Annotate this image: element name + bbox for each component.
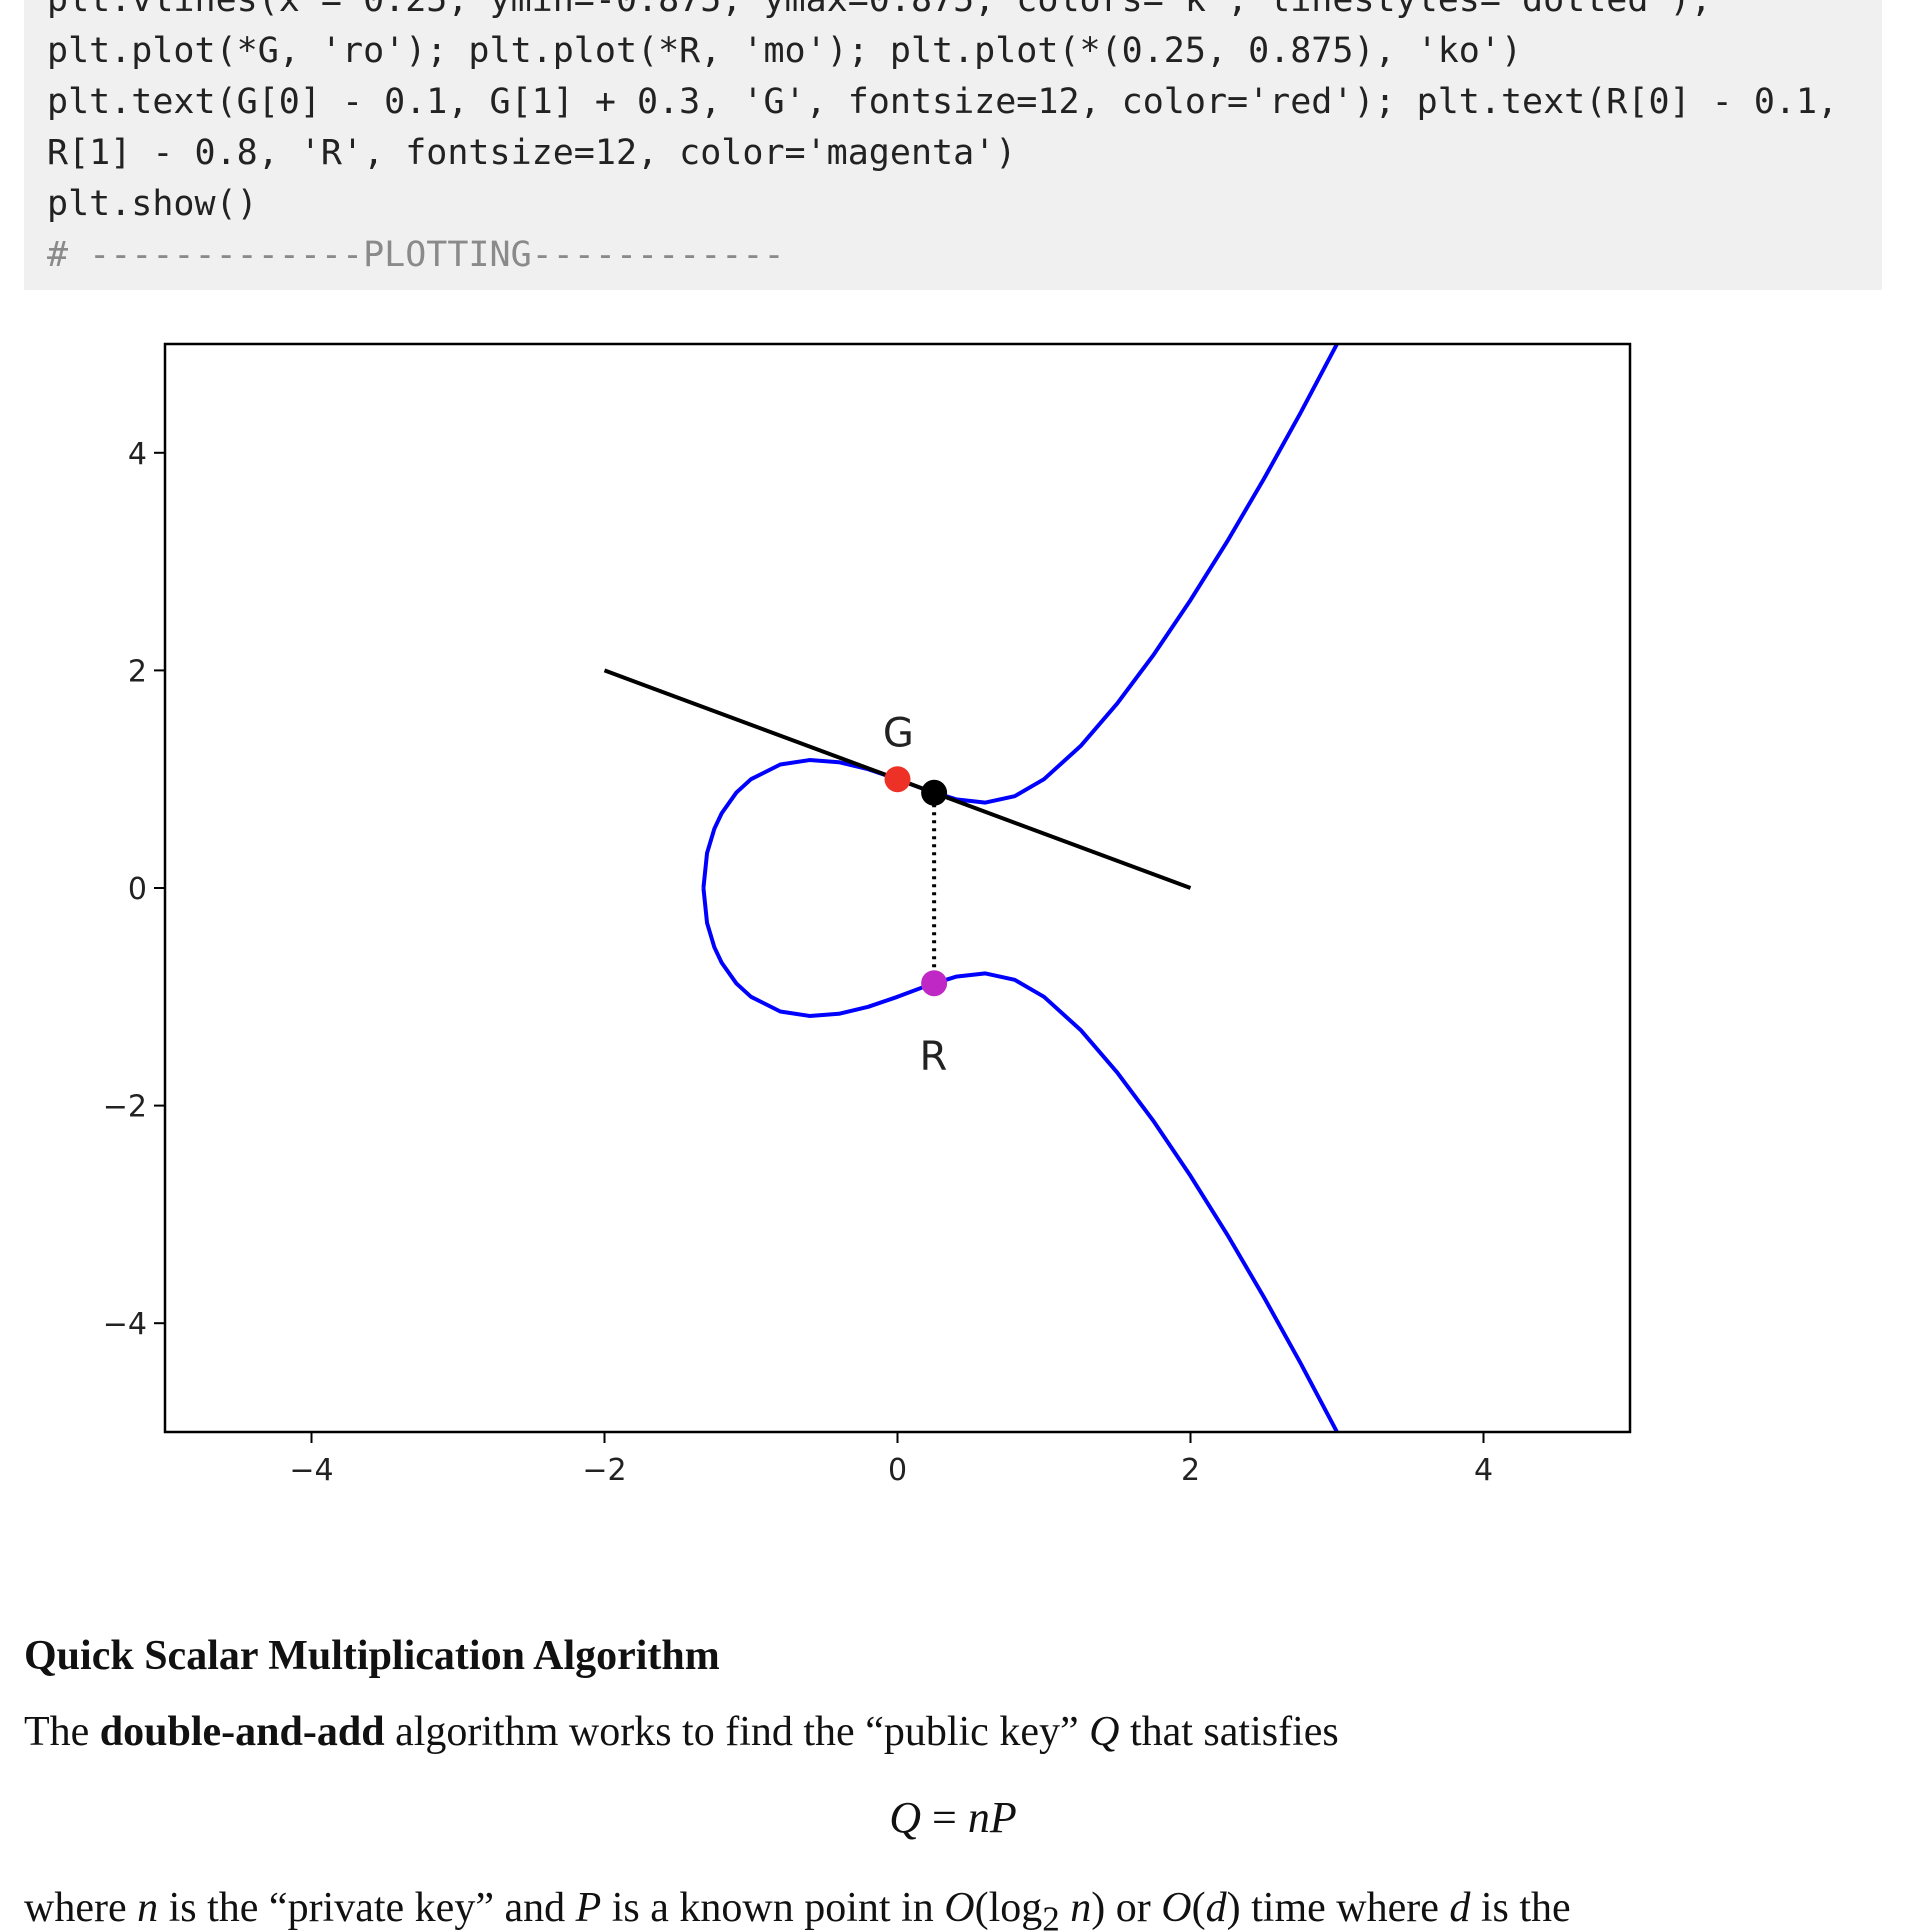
math: [1060, 1885, 1071, 1931]
series-line: [701, 887, 1339, 1432]
math: d: [1449, 1885, 1471, 1931]
math: P: [575, 1885, 602, 1931]
code-line: plt.show(): [47, 184, 258, 224]
math: (log: [974, 1885, 1043, 1931]
x-tick-label: −4: [289, 1453, 333, 1488]
math: d: [1205, 1885, 1227, 1931]
annotation: G: [883, 711, 914, 757]
point: [921, 779, 948, 806]
math: 2: [1042, 1899, 1060, 1932]
math: nP: [967, 1793, 1017, 1842]
text: The: [24, 1709, 100, 1755]
text: algorithm works to find the “public key”: [384, 1709, 1090, 1755]
math: n: [1070, 1885, 1092, 1931]
math: ): [1226, 1885, 1241, 1931]
code-block: plt.vlines(x = 0.25, ymin=-0.875, ymax=0…: [24, 0, 1882, 290]
math: ): [1091, 1885, 1106, 1931]
code-line: plt.text(G[0] - 0.1, G[1] + 0.3, 'G', fo…: [47, 82, 1860, 173]
math: n: [137, 1885, 159, 1931]
annotation: R: [919, 1034, 947, 1080]
axes-frame: [163, 342, 1632, 1434]
code: plt.vlines(x = 0.25, ymin=-0.875, ymax=0…: [47, 0, 1862, 281]
math: O: [944, 1885, 975, 1931]
bold-text: double-and-add: [99, 1709, 385, 1755]
code-line: plt.vlines(x = 0.25, ymin=-0.875, ymax=0…: [47, 0, 1712, 20]
math: (: [1191, 1885, 1206, 1931]
x-tick-label: −2: [582, 1453, 626, 1488]
x-tick-label: 0: [888, 1453, 907, 1488]
x-tick-label: 2: [1181, 1453, 1200, 1488]
point: [884, 766, 911, 793]
section-heading: Quick Scalar Multiplication Algorithm: [24, 1633, 720, 1679]
equation: Q = nP: [0, 1792, 1906, 1843]
text: time where: [1240, 1885, 1450, 1931]
text: is the: [1470, 1885, 1571, 1931]
y-tick-label: 4: [128, 437, 147, 472]
series-line: [701, 344, 1339, 889]
y-tick-label: 2: [128, 654, 147, 689]
x-tick-label: 4: [1474, 1453, 1493, 1488]
point: [921, 970, 948, 997]
code-comment: # -------------PLOTTING------------: [47, 235, 785, 275]
chart: −4 −2 0 2 4 −4 −2 0 2 4 G R: [103, 342, 1632, 1488]
text: where: [24, 1885, 138, 1931]
math: Q: [889, 1793, 922, 1842]
text: or: [1105, 1885, 1162, 1931]
code-line: plt.plot(*G, 'ro'); plt.plot(*R, 'mo'); …: [47, 31, 1523, 71]
y-tick-label: −4: [103, 1307, 147, 1342]
math: =: [921, 1793, 968, 1842]
math: Q: [1089, 1709, 1120, 1755]
paragraph: The double-and-add algorithm works to fi…: [24, 1708, 1339, 1756]
text: that satisfies: [1119, 1709, 1339, 1755]
y-tick-label: 0: [128, 872, 147, 907]
y-tick-label: −2: [103, 1090, 147, 1125]
math: O: [1161, 1885, 1192, 1931]
text: is the “private key” and: [158, 1885, 576, 1931]
text: is a known point in: [601, 1885, 945, 1931]
paragraph: where n is the “private key” and P is a …: [24, 1884, 1571, 1932]
plot-area: [603, 344, 1339, 1432]
